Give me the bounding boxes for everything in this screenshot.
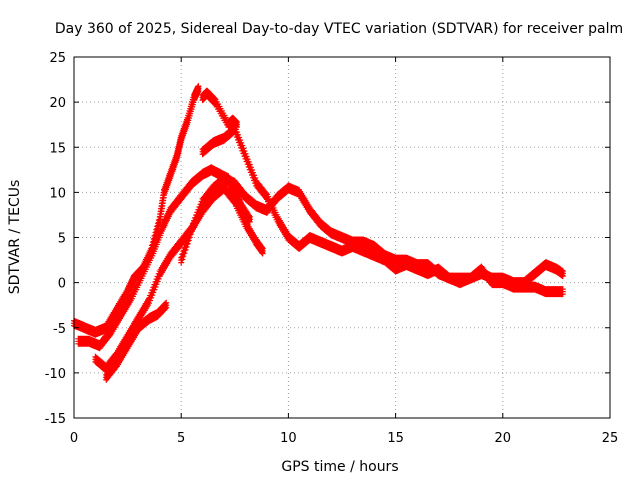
- y-tick-label: 10: [49, 186, 66, 201]
- series-track-f: [199, 123, 566, 298]
- data-point-markers: [75, 164, 253, 352]
- x-tick-label: 0: [70, 431, 78, 446]
- series-track-g: [199, 87, 240, 131]
- y-tick-label: 5: [58, 232, 66, 247]
- y-tick-label: 20: [49, 96, 66, 111]
- data-point-markers: [103, 299, 170, 383]
- y-tick-label: -5: [53, 322, 66, 337]
- y-tick-label: -15: [45, 412, 66, 427]
- x-axis-label: GPS time / hours: [281, 459, 398, 475]
- y-tick-label: 25: [49, 51, 66, 66]
- y-tick-label: 0: [58, 277, 66, 292]
- y-tick-label: 15: [49, 141, 66, 156]
- axis-ticks: 0 5 10 15 20 25 -15 -10 -5 0 5 10 15 20 25: [45, 51, 619, 446]
- x-tick-label: 20: [495, 431, 512, 446]
- x-tick-label: 10: [280, 431, 297, 446]
- data-point-markers: [199, 87, 240, 131]
- y-axis-label: SDTVAR / TECUs: [7, 180, 23, 295]
- data-point-markers: [199, 123, 566, 298]
- x-tick-label: 5: [177, 431, 185, 446]
- x-tick-label: 25: [602, 431, 619, 446]
- chart-title: Day 360 of 2025, Sidereal Day-to-day VTE…: [55, 21, 623, 37]
- series-track-b: [75, 164, 253, 352]
- series-track-d: [103, 299, 170, 383]
- y-tick-label: -10: [45, 367, 66, 382]
- x-tick-label: 15: [387, 431, 404, 446]
- data-points: [71, 83, 566, 383]
